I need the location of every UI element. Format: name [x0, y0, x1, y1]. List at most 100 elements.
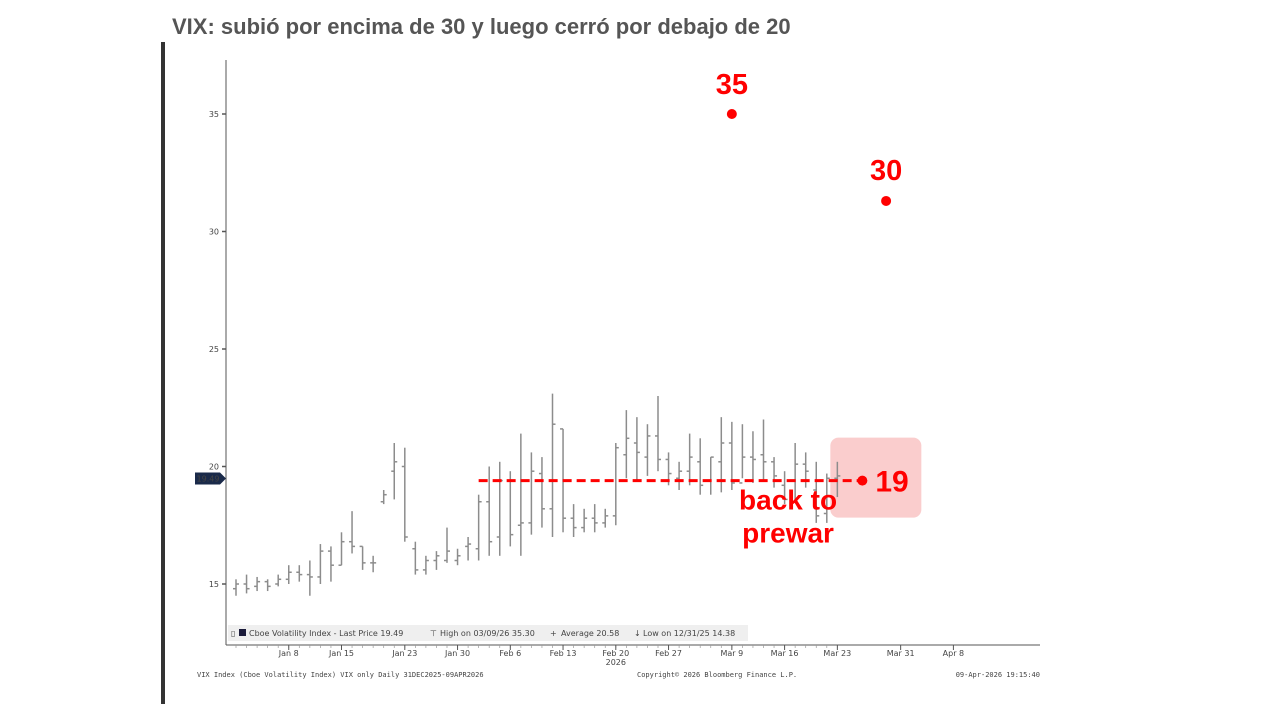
ohlc-bar [475, 494, 482, 561]
ohlc-bar [623, 410, 630, 479]
ohlc-bar [486, 466, 493, 556]
ohlc-bar [823, 473, 830, 523]
ohlc-bar [771, 457, 778, 488]
legend-average-marker: + [550, 629, 557, 638]
last-price-tag [195, 472, 226, 485]
x-tick-label: Jan 23 [391, 649, 417, 658]
ohlc-bar [422, 555, 429, 575]
x-tick-label: Jan 15 [328, 649, 354, 658]
ohlc-bar [401, 447, 408, 542]
ohlc-bar [391, 443, 398, 500]
ohlc-bar [359, 545, 366, 570]
ohlc-bar [760, 419, 767, 481]
legend-marker-symbol: ▯ [231, 629, 235, 638]
footer-left: VIX Index (Cboe Volatility Index) VIX on… [197, 671, 484, 679]
peak-dot [726, 109, 737, 119]
ohlc-bar [296, 565, 303, 582]
ohlc-bar [612, 443, 619, 526]
y-tick-label: 35 [209, 110, 219, 119]
ohlc-bar [581, 508, 588, 533]
ohlc-bar [370, 555, 377, 573]
chart-legend: ▯ Cboe Volatility Index - Last Price 19.… [228, 625, 748, 641]
prewar-note-line2: prewar [742, 518, 834, 549]
x-tick-label: Jan 8 [278, 649, 299, 658]
ohlc-bar [275, 574, 282, 587]
chart-annotations: 35 30 19 back to prewar [478, 69, 909, 549]
x-tick-label: Feb 6 [499, 649, 521, 658]
ohlc-bar [465, 537, 472, 561]
ohlc-bar [697, 438, 704, 495]
close-label: 19 [875, 466, 908, 499]
ohlc-bar [233, 579, 239, 596]
x-tick-label: Mar 23 [823, 649, 851, 658]
ohlc-bar [285, 565, 292, 584]
legend-series: Cboe Volatility Index - Last Price 19.49 [249, 629, 403, 638]
x-tick-label: Mar 16 [771, 649, 799, 658]
y-tick-label: 25 [209, 345, 219, 354]
ohlc-bar [517, 433, 524, 556]
ohlc-bar [591, 504, 598, 533]
second-peak-label: 30 [870, 155, 902, 187]
chart-axes: 15 20 25 30 35 Jan 8 Jan 15 Jan 23 Jan 30 Feb 6 Fe… [195, 60, 1040, 667]
ohlc-bar [633, 417, 640, 481]
ohlc-bar [317, 544, 324, 584]
ohlc-bar [327, 546, 334, 582]
ohlc-bar [380, 490, 387, 505]
ohlc-bar [707, 456, 714, 495]
second-peak-dot [881, 195, 892, 206]
ohlc-bar [412, 541, 419, 575]
ohlc-bar [781, 471, 788, 505]
ohlc-bar [306, 560, 313, 596]
x-tick-label: Mar 9 [720, 649, 743, 658]
ohlc-bar [813, 461, 820, 523]
x-tick-label: Mar 31 [887, 649, 915, 658]
ohlc-bar [444, 527, 450, 563]
x-tick-label: Feb 13 [550, 649, 577, 658]
legend-low: Low on 12/31/25 14.38 [643, 629, 735, 638]
prewar-note: back to prewar [739, 485, 837, 549]
ohlc-bar [264, 579, 271, 592]
x-tick-label: Feb 27 [655, 649, 682, 658]
y-tick-label: 20 [209, 463, 219, 472]
legend-average: Average 20.58 [561, 629, 619, 638]
ohlc-bar [749, 431, 756, 483]
y-tick-label: 15 [209, 580, 219, 589]
footer-right: 09-Apr-2026 19:15:40 [956, 671, 1040, 679]
close-dot [857, 475, 868, 486]
y-tick-label: 30 [209, 228, 219, 237]
ohlc-bar [570, 504, 577, 537]
ohlc-bar [728, 421, 735, 490]
ohlc-bar [338, 532, 345, 566]
legend-background [228, 625, 748, 641]
prewar-note-line1: back to [739, 485, 837, 516]
ohlc-bar [802, 452, 809, 488]
ohlc-bar [507, 471, 514, 547]
ohlc-bar [454, 548, 461, 566]
ohlc-bar [538, 457, 545, 528]
peak-label: 35 [716, 69, 748, 101]
ohlc-bar [739, 424, 746, 484]
ohlc-bar [433, 551, 440, 570]
close-highlight-box [830, 437, 922, 518]
ohlc-bar [243, 574, 250, 594]
ohlc-bar [254, 576, 261, 592]
ohlc-bar [496, 461, 503, 556]
ohlc-bar [602, 508, 609, 528]
legend-series-swatch [239, 629, 246, 636]
ohlc-bars [233, 393, 841, 596]
legend-low-marker: ↓ [634, 629, 641, 638]
ohlc-bar [528, 452, 535, 535]
page-title: VIX: subió por encima de 30 y luego cerr… [172, 14, 791, 39]
last-price-label: 19.49 [197, 474, 220, 483]
x-tick-label: Apr 8 [943, 649, 964, 658]
x-year-label: 2026 [606, 658, 626, 667]
footer-center: Copyright© 2026 Bloomberg Finance L.P. [637, 671, 797, 679]
ohlc-bar [349, 511, 356, 554]
ohlc-bar [644, 424, 651, 476]
legend-high: High on 03/09/26 35.30 [440, 629, 535, 638]
ohlc-bar [655, 396, 661, 472]
ohlc-bar [549, 393, 556, 537]
x-tick-label: Feb 20 [602, 649, 629, 658]
ohlc-bar [676, 461, 683, 490]
